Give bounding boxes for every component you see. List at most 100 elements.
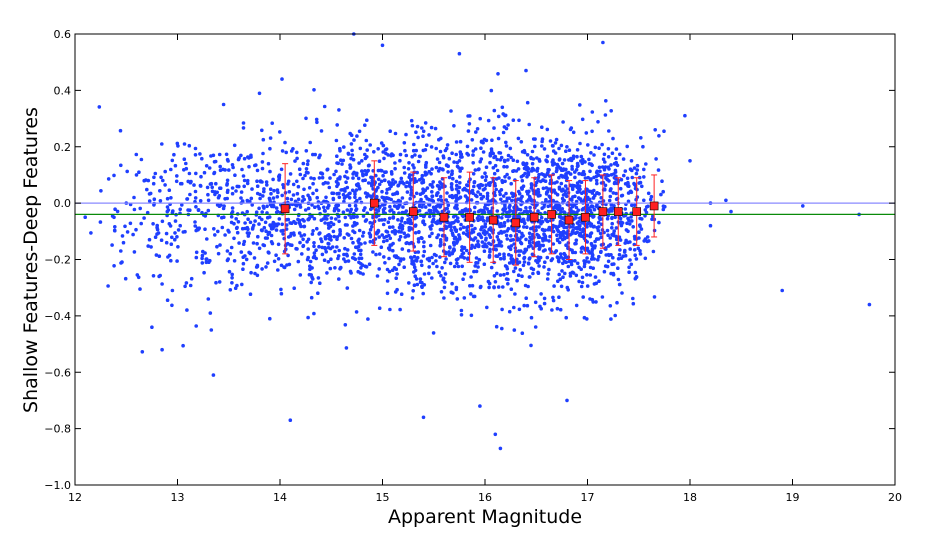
- data-point: [577, 190, 581, 194]
- data-point: [520, 219, 524, 223]
- data-point: [173, 219, 178, 223]
- data-point: [428, 214, 432, 219]
- data-point: [490, 198, 495, 202]
- data-point: [225, 181, 229, 186]
- data-point: [199, 174, 203, 179]
- data-point: [478, 404, 482, 408]
- data-point: [349, 271, 353, 275]
- data-point: [429, 125, 434, 130]
- data-point: [225, 249, 230, 253]
- data-point: [536, 175, 541, 180]
- data-point: [217, 204, 222, 208]
- data-point: [532, 168, 536, 172]
- y-tick-label: 0.6: [54, 28, 72, 41]
- data-point: [352, 252, 357, 256]
- data-point: [209, 154, 213, 158]
- data-point: [281, 183, 285, 187]
- data-point: [403, 148, 407, 153]
- data-point: [535, 260, 540, 265]
- data-point: [203, 227, 207, 231]
- data-point: [729, 209, 733, 214]
- data-point: [200, 253, 205, 258]
- data-point: [531, 232, 535, 237]
- data-point: [588, 234, 592, 239]
- data-point: [629, 262, 634, 267]
- data-point: [661, 207, 666, 212]
- data-point: [558, 252, 563, 256]
- data-point: [377, 267, 382, 271]
- data-point: [512, 305, 516, 310]
- data-point: [320, 245, 325, 250]
- data-point: [559, 143, 564, 148]
- data-point: [148, 191, 153, 196]
- data-point: [639, 227, 644, 231]
- data-point: [443, 260, 447, 265]
- data-point: [293, 199, 298, 204]
- data-point: [306, 247, 311, 251]
- data-point: [623, 169, 628, 173]
- data-point: [504, 199, 509, 203]
- data-point: [388, 182, 392, 187]
- data-point: [344, 346, 349, 350]
- data-point: [608, 304, 613, 308]
- data-point: [387, 186, 392, 191]
- data-point: [646, 191, 651, 196]
- data-point: [452, 264, 457, 269]
- data-point: [559, 173, 563, 178]
- data-point: [486, 279, 491, 284]
- data-point: [241, 242, 246, 246]
- data-point: [511, 158, 516, 162]
- data-point: [606, 233, 610, 237]
- data-point: [421, 254, 426, 258]
- errorbar-point: [581, 180, 590, 255]
- data-point: [328, 266, 333, 271]
- data-point: [567, 259, 572, 264]
- data-point: [565, 171, 569, 175]
- data-point: [591, 215, 595, 219]
- data-point: [560, 237, 565, 242]
- data-point: [484, 165, 489, 169]
- data-point: [618, 152, 622, 157]
- data-point: [336, 208, 341, 213]
- data-point: [267, 215, 272, 219]
- data-point: [504, 214, 509, 218]
- data-point: [221, 102, 226, 107]
- data-point: [562, 158, 567, 162]
- data-point: [579, 250, 584, 254]
- data-point: [335, 235, 340, 239]
- data-point: [230, 163, 235, 167]
- data-point: [602, 152, 607, 157]
- data-point: [188, 208, 192, 212]
- data-point: [380, 43, 385, 48]
- data-point: [580, 221, 584, 225]
- data-point: [601, 199, 606, 203]
- data-point: [327, 237, 332, 241]
- data-point: [613, 215, 617, 220]
- data-point: [483, 205, 487, 210]
- data-point: [427, 234, 432, 239]
- data-point: [613, 170, 618, 174]
- data-point: [414, 277, 419, 281]
- data-point: [488, 154, 493, 158]
- data-point: [483, 222, 488, 226]
- data-point: [505, 172, 509, 177]
- data-point: [204, 260, 209, 265]
- data-point: [284, 150, 289, 155]
- data-point: [343, 215, 348, 220]
- data-point: [360, 169, 364, 173]
- data-point: [456, 190, 461, 195]
- data-point: [279, 167, 284, 172]
- data-point: [215, 244, 219, 249]
- data-point: [513, 292, 517, 296]
- data-point: [618, 186, 623, 191]
- data-point: [368, 235, 373, 239]
- data-point: [577, 219, 581, 224]
- data-point: [413, 231, 418, 235]
- data-point: [400, 247, 405, 251]
- ticks-layer: 12 13 14 15 16 17 18 19 20−1.0−0.8−0.6−0.4−0.20.…: [44, 28, 902, 504]
- data-point: [260, 180, 264, 184]
- data-point: [386, 153, 390, 157]
- data-point: [303, 208, 308, 212]
- data-point: [260, 160, 265, 164]
